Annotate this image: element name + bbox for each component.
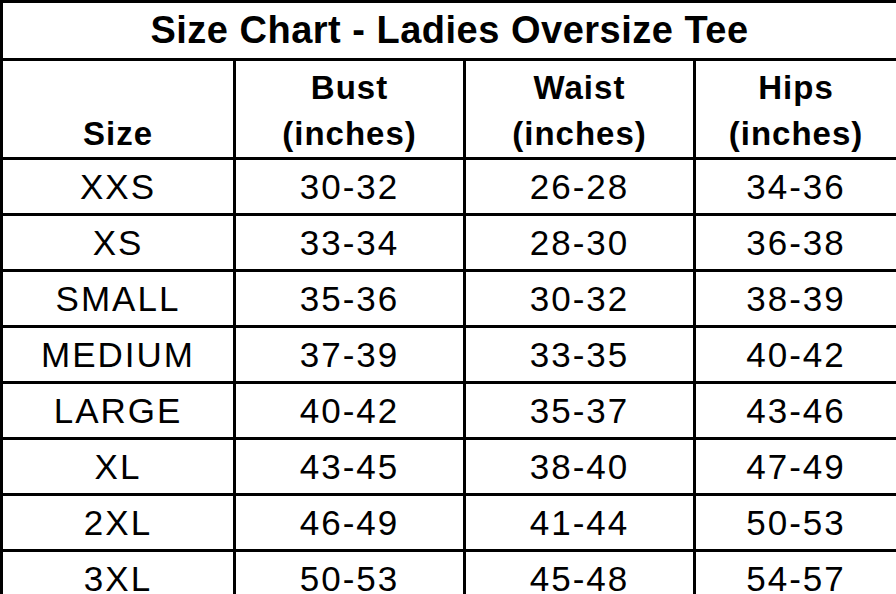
size-cell: 2XL — [2, 495, 235, 551]
column-header-sub: (inches) — [236, 111, 463, 157]
bust-cell: 37-39 — [235, 327, 465, 383]
size-cell: MEDIUM — [2, 327, 235, 383]
waist-cell: 33-35 — [465, 327, 695, 383]
hips-cell: 40-42 — [695, 327, 896, 383]
bust-cell: 40-42 — [235, 383, 465, 439]
size-cell: SMALL — [2, 271, 235, 327]
waist-cell: 38-40 — [465, 439, 695, 495]
waist-cell: 26-28 — [465, 159, 695, 215]
waist-cell: 30-32 — [465, 271, 695, 327]
table-row: LARGE 40-42 35-37 43-46 — [2, 383, 896, 439]
bust-cell: 50-53 — [235, 551, 465, 594]
size-cell: XL — [2, 439, 235, 495]
column-header-size: Size — [2, 60, 235, 159]
table-row: MEDIUM 37-39 33-35 40-42 — [2, 327, 896, 383]
table-row: SMALL 35-36 30-32 38-39 — [2, 271, 896, 327]
size-cell: 3XL — [2, 551, 235, 594]
hips-cell: 36-38 — [695, 215, 896, 271]
column-header-bust: Bust (inches) — [235, 60, 465, 159]
bust-cell: 35-36 — [235, 271, 465, 327]
size-chart-table: Size Chart - Ladies Oversize Tee Size Bu… — [0, 0, 896, 594]
hips-cell: 34-36 — [695, 159, 896, 215]
hips-cell: 50-53 — [695, 495, 896, 551]
table-row: XS 33-34 28-30 36-38 — [2, 215, 896, 271]
column-header-sub: (inches) — [696, 111, 896, 157]
size-cell: XS — [2, 215, 235, 271]
hips-cell: 43-46 — [695, 383, 896, 439]
table-row: 3XL 50-53 45-48 54-57 — [2, 551, 896, 594]
column-header-label: Waist — [466, 65, 693, 111]
column-header-label: Bust — [236, 65, 463, 111]
bust-cell: 43-45 — [235, 439, 465, 495]
bust-cell: 33-34 — [235, 215, 465, 271]
bust-cell: 46-49 — [235, 495, 465, 551]
column-header-waist: Waist (inches) — [465, 60, 695, 159]
table-row: XXS 30-32 26-28 34-36 — [2, 159, 896, 215]
column-header-label: Size — [3, 111, 233, 157]
header-row: Size Bust (inches) Waist (inches) Hips (… — [2, 60, 896, 159]
size-cell: XXS — [2, 159, 235, 215]
column-header-label: Hips — [696, 65, 896, 111]
hips-cell: 54-57 — [695, 551, 896, 594]
size-cell: LARGE — [2, 383, 235, 439]
waist-cell: 41-44 — [465, 495, 695, 551]
hips-cell: 38-39 — [695, 271, 896, 327]
bust-cell: 30-32 — [235, 159, 465, 215]
hips-cell: 47-49 — [695, 439, 896, 495]
waist-cell: 45-48 — [465, 551, 695, 594]
table-row: 2XL 46-49 41-44 50-53 — [2, 495, 896, 551]
table-row: XL 43-45 38-40 47-49 — [2, 439, 896, 495]
column-header-sub: (inches) — [466, 111, 693, 157]
title-row: Size Chart - Ladies Oversize Tee — [2, 2, 896, 60]
waist-cell: 28-30 — [465, 215, 695, 271]
page-title: Size Chart - Ladies Oversize Tee — [2, 2, 896, 60]
waist-cell: 35-37 — [465, 383, 695, 439]
column-header-hips: Hips (inches) — [695, 60, 896, 159]
